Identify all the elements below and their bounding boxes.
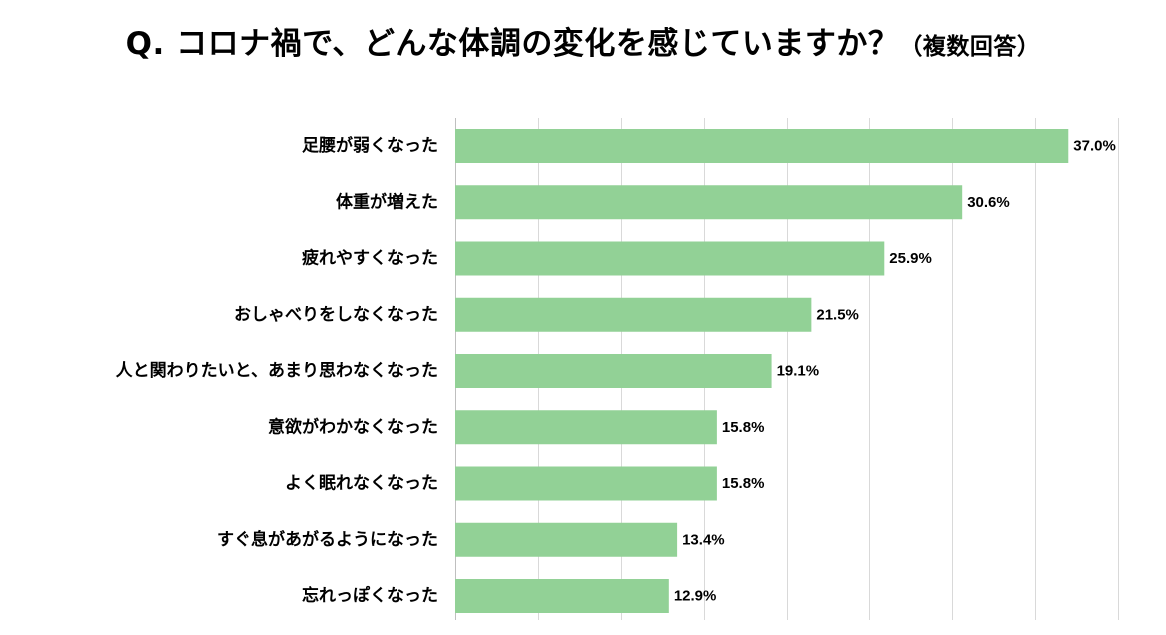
data-label: 15.8% <box>722 475 765 492</box>
data-label: 30.6% <box>967 194 1010 211</box>
chart-title-main: Q. コロナ禍で、どんな体調の変化を感じていますか？ <box>125 26 900 62</box>
category-label: すぐ息があがるようになった <box>217 529 438 550</box>
category-label: よく眠れなくなった <box>285 474 438 494</box>
bars <box>455 129 1069 613</box>
data-label: 12.9% <box>674 588 717 605</box>
chart-title: Q. コロナ禍で、どんな体調の変化を感じていますか？（複数回答） <box>0 18 1166 63</box>
data-label: 25.9% <box>889 250 932 267</box>
category-label: 人と関わりたいと、あまり思わなくなった <box>116 361 438 381</box>
category-label: 疲れやすくなった <box>302 248 438 269</box>
bar <box>455 241 885 276</box>
bar <box>455 185 963 220</box>
data-label: 37.0% <box>1073 138 1116 155</box>
chart-title-sub: （複数回答） <box>899 34 1041 60</box>
data-label: 15.8% <box>722 419 765 436</box>
value-labels: 37.0% 30.6% 25.9% 21.5% 19.1% 15.8% 15.8% 13.4%… <box>674 138 1116 605</box>
bar <box>455 522 678 557</box>
bar <box>455 129 1069 163</box>
data-label: 13.4% <box>682 531 725 548</box>
bar <box>455 297 812 332</box>
bar <box>455 579 669 613</box>
category-labels: 足腰が弱くなった体重が増えた疲れやすくなったおしゃべりをしなくなった人と関わりた… <box>116 135 438 606</box>
category-label: 忘れっぽくなった <box>302 585 438 606</box>
category-label: 足腰が弱くなった <box>302 135 438 156</box>
category-label: 体重が増えた <box>336 191 438 212</box>
bar <box>455 466 717 501</box>
category-label: おしゃべりをしなくなった <box>234 305 438 325</box>
data-label: 21.5% <box>816 306 859 323</box>
data-label: 19.1% <box>777 363 820 380</box>
bar <box>455 410 717 445</box>
category-label: 意欲がわかなくなった <box>268 416 438 437</box>
bar <box>455 354 772 388</box>
